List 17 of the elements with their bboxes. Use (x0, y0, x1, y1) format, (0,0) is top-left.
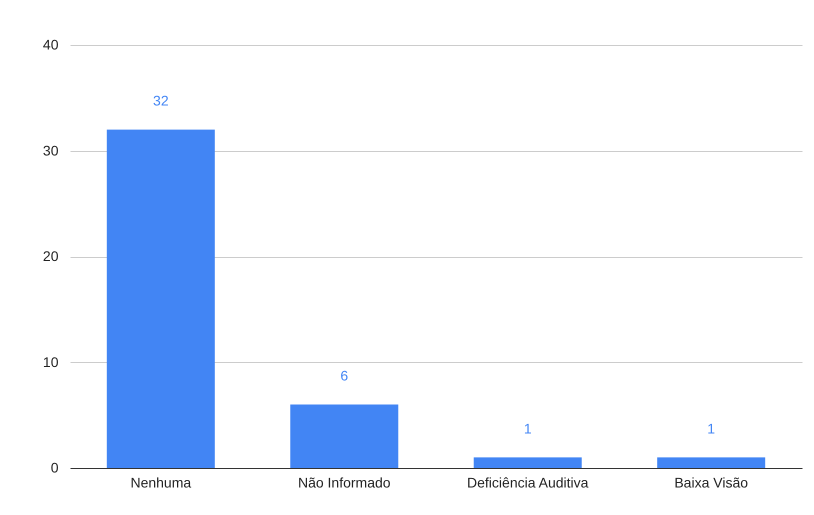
data-label: 1 (524, 420, 532, 436)
data-label: 1 (707, 420, 716, 436)
y-tick-label: 20 (42, 248, 59, 264)
y-tick-label: 40 (42, 36, 59, 52)
data-label: 6 (340, 368, 348, 384)
x-tick-label: Não Informado (298, 474, 391, 490)
x-tick-label: Baixa Visão (674, 474, 748, 490)
y-tick-label: 30 (42, 142, 59, 158)
bar (106, 130, 215, 468)
y-tick-label: 10 (42, 354, 59, 370)
bar (657, 457, 766, 468)
bar (290, 404, 398, 468)
x-tick-label: Nenhuma (130, 474, 192, 490)
bar (474, 457, 582, 468)
x-tick-label: Deficiência Auditiva (467, 474, 589, 490)
y-tick-label: 0 (50, 460, 59, 476)
data-label: 32 (153, 92, 169, 109)
